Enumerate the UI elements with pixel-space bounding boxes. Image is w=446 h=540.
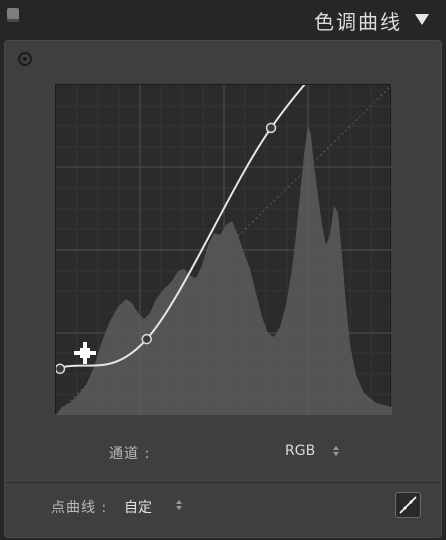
point-curve-select[interactable]: 自定: [124, 493, 194, 517]
panel-header[interactable]: 色调曲线: [0, 0, 446, 38]
panel-toggle-icon[interactable]: [7, 8, 19, 22]
tone-curve-panel: 通道 : RGB 点曲线 : 自定: [4, 40, 442, 538]
crosshair-move-icon: [74, 342, 96, 364]
channel-label: 通道 :: [109, 446, 151, 462]
panel-title[interactable]: 色调曲线: [314, 10, 402, 34]
curve-control-point[interactable]: [265, 122, 277, 134]
point-curve-label: 点曲线 :: [51, 500, 108, 516]
curve-control-point[interactable]: [56, 363, 66, 375]
channel-value: RGB: [285, 443, 316, 459]
tone-curve-graph[interactable]: [55, 84, 392, 415]
channel-select[interactable]: RGB: [285, 439, 355, 463]
curve-control-point[interactable]: [141, 333, 152, 345]
divider: [5, 482, 441, 483]
point-curve-edit-icon[interactable]: [395, 492, 421, 518]
updown-arrow-icon: [176, 500, 182, 510]
target-adjust-icon[interactable]: [18, 52, 32, 66]
diagonal-reference-line: [56, 85, 392, 415]
luminance-histogram: [56, 125, 392, 415]
tone-curve-line[interactable]: [56, 85, 392, 370]
updown-arrow-icon: [333, 446, 339, 456]
point-curve-value: 自定: [124, 500, 152, 516]
triangle-down-icon[interactable]: [412, 9, 432, 29]
